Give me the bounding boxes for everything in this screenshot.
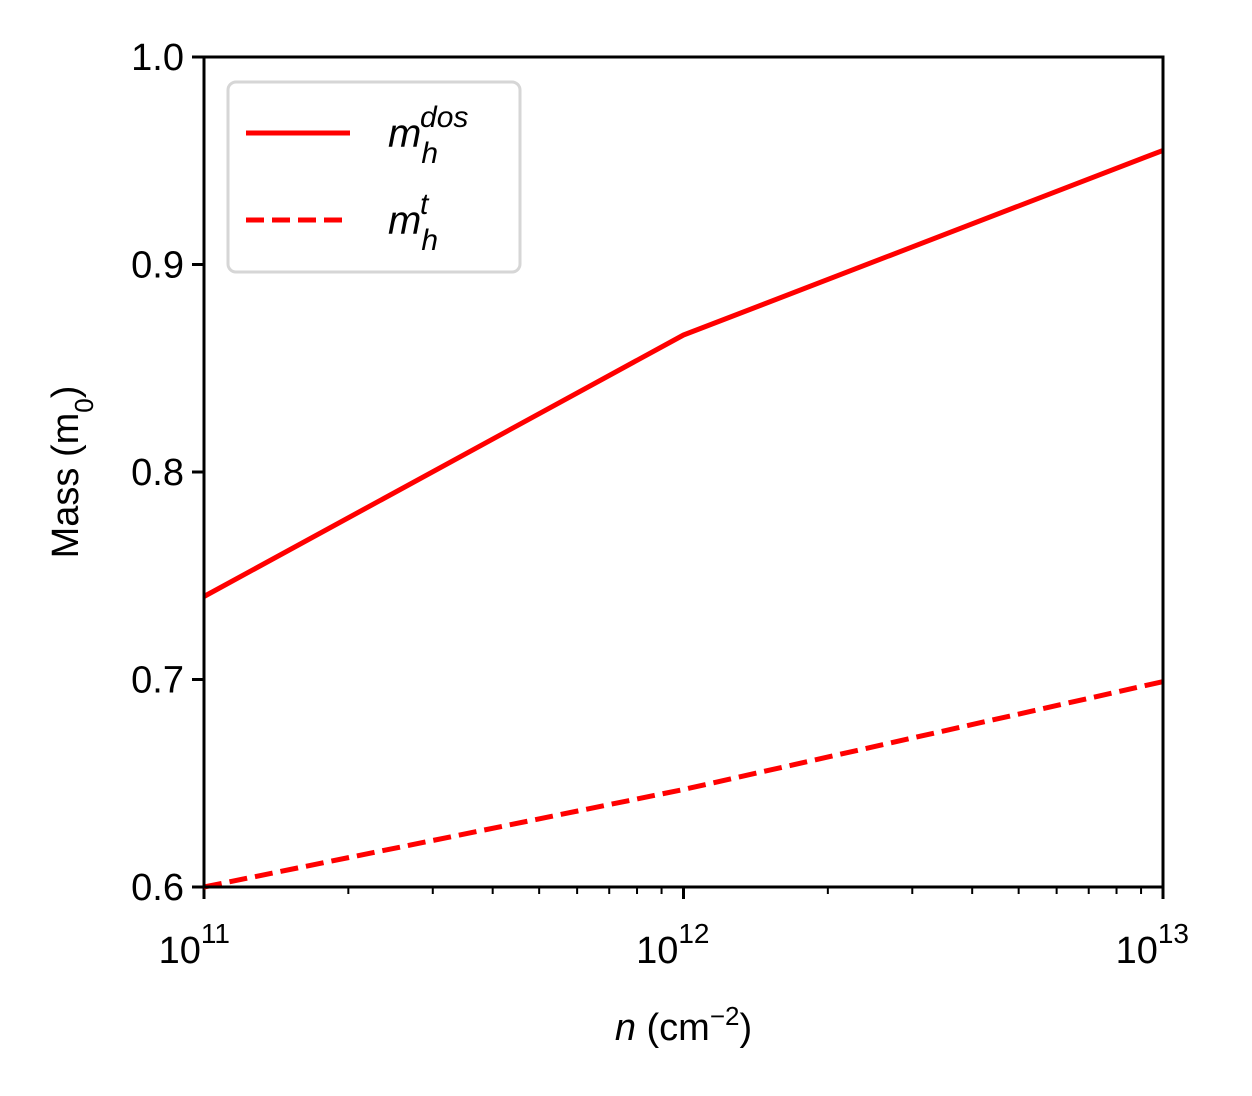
y-axis-title-sub: 0 xyxy=(69,398,99,412)
series-layer xyxy=(202,148,1164,890)
legend: mhdos mht xyxy=(226,80,522,274)
x-axis-title-exp: −2 xyxy=(710,1001,740,1031)
plot-frame xyxy=(202,55,1165,889)
legend-label-t: mht xyxy=(388,188,438,257)
y-tick-label: 0.7 xyxy=(131,660,184,702)
ticks-layer: 0.6 0.7 0.8 0.9 1.0 1011 1012 1013 xyxy=(131,37,1189,972)
x-tick-label: 1013 xyxy=(1116,918,1189,972)
x-axis-title-unit: (cm xyxy=(636,1007,710,1049)
y-axis-title-close: ) xyxy=(45,386,87,399)
y-tick-label: 0.6 xyxy=(131,867,184,909)
series-line-dos xyxy=(202,148,1164,599)
y-axis-title-text: Mass (m xyxy=(45,413,87,559)
y-tick-label: 1.0 xyxy=(131,37,184,79)
y-tick-label: 0.9 xyxy=(131,245,184,287)
x-tick-label: 1012 xyxy=(636,918,709,972)
y-axis-title: Mass (m0) xyxy=(45,386,99,559)
x-axis-title-var: n xyxy=(615,1007,636,1049)
x-axis-title: n (cm−2) xyxy=(615,1001,752,1049)
legend-box xyxy=(226,80,522,274)
y-tick-label: 0.8 xyxy=(131,452,184,494)
series-line-t xyxy=(203,679,1164,890)
x-axis-title-close: ) xyxy=(740,1007,753,1049)
legend-label-dos: mhdos xyxy=(388,101,468,170)
x-tick-label: 1011 xyxy=(159,918,230,972)
